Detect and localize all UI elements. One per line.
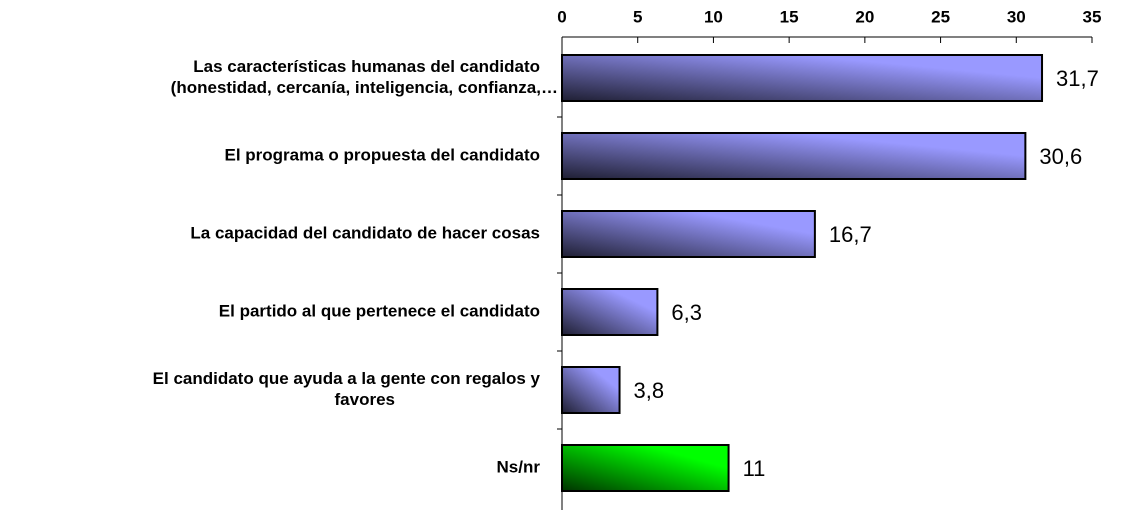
bar	[561, 288, 659, 336]
category-label: Las características humanas del candidat…	[171, 57, 558, 97]
x-tick-label: 25	[931, 7, 950, 26]
category-label: El partido al que pertenece el candidato	[219, 301, 540, 320]
value-label: 31,7	[1056, 66, 1099, 91]
value-label: 3,8	[634, 378, 665, 403]
bar	[561, 132, 1027, 180]
value-label: 30,6	[1039, 144, 1082, 169]
category-label: El candidato que ayuda a la gente con re…	[153, 369, 541, 409]
value-label: 11	[743, 456, 766, 481]
category-line: favores	[335, 390, 395, 409]
x-tick-label: 10	[704, 7, 723, 26]
category-label: Ns/nr	[497, 457, 541, 476]
category-line: Las características humanas del candidat…	[193, 57, 540, 76]
x-tick-label: 30	[1007, 7, 1026, 26]
x-tick-label: 15	[780, 7, 799, 26]
bar	[561, 54, 1044, 102]
category-line: El candidato que ayuda a la gente con re…	[153, 369, 541, 388]
value-label: 16,7	[829, 222, 872, 247]
x-tick-label: 35	[1083, 7, 1102, 26]
x-tick-label: 0	[557, 7, 566, 26]
bar	[561, 210, 816, 258]
value-label: 6,3	[671, 300, 702, 325]
x-tick-label: 5	[633, 7, 642, 26]
bar	[561, 444, 730, 492]
x-tick-label: 20	[855, 7, 874, 26]
bar	[561, 366, 621, 414]
category-label: La capacidad del candidato de hacer cosa…	[190, 223, 540, 242]
category-line: (honestidad, cercanía, inteligencia, con…	[171, 78, 558, 97]
category-label: El programa o propuesta del candidato	[225, 145, 541, 164]
